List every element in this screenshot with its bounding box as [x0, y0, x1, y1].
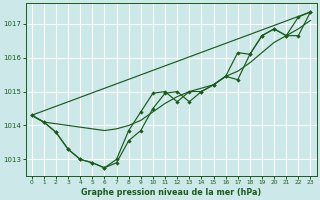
X-axis label: Graphe pression niveau de la mer (hPa): Graphe pression niveau de la mer (hPa) [81, 188, 261, 197]
